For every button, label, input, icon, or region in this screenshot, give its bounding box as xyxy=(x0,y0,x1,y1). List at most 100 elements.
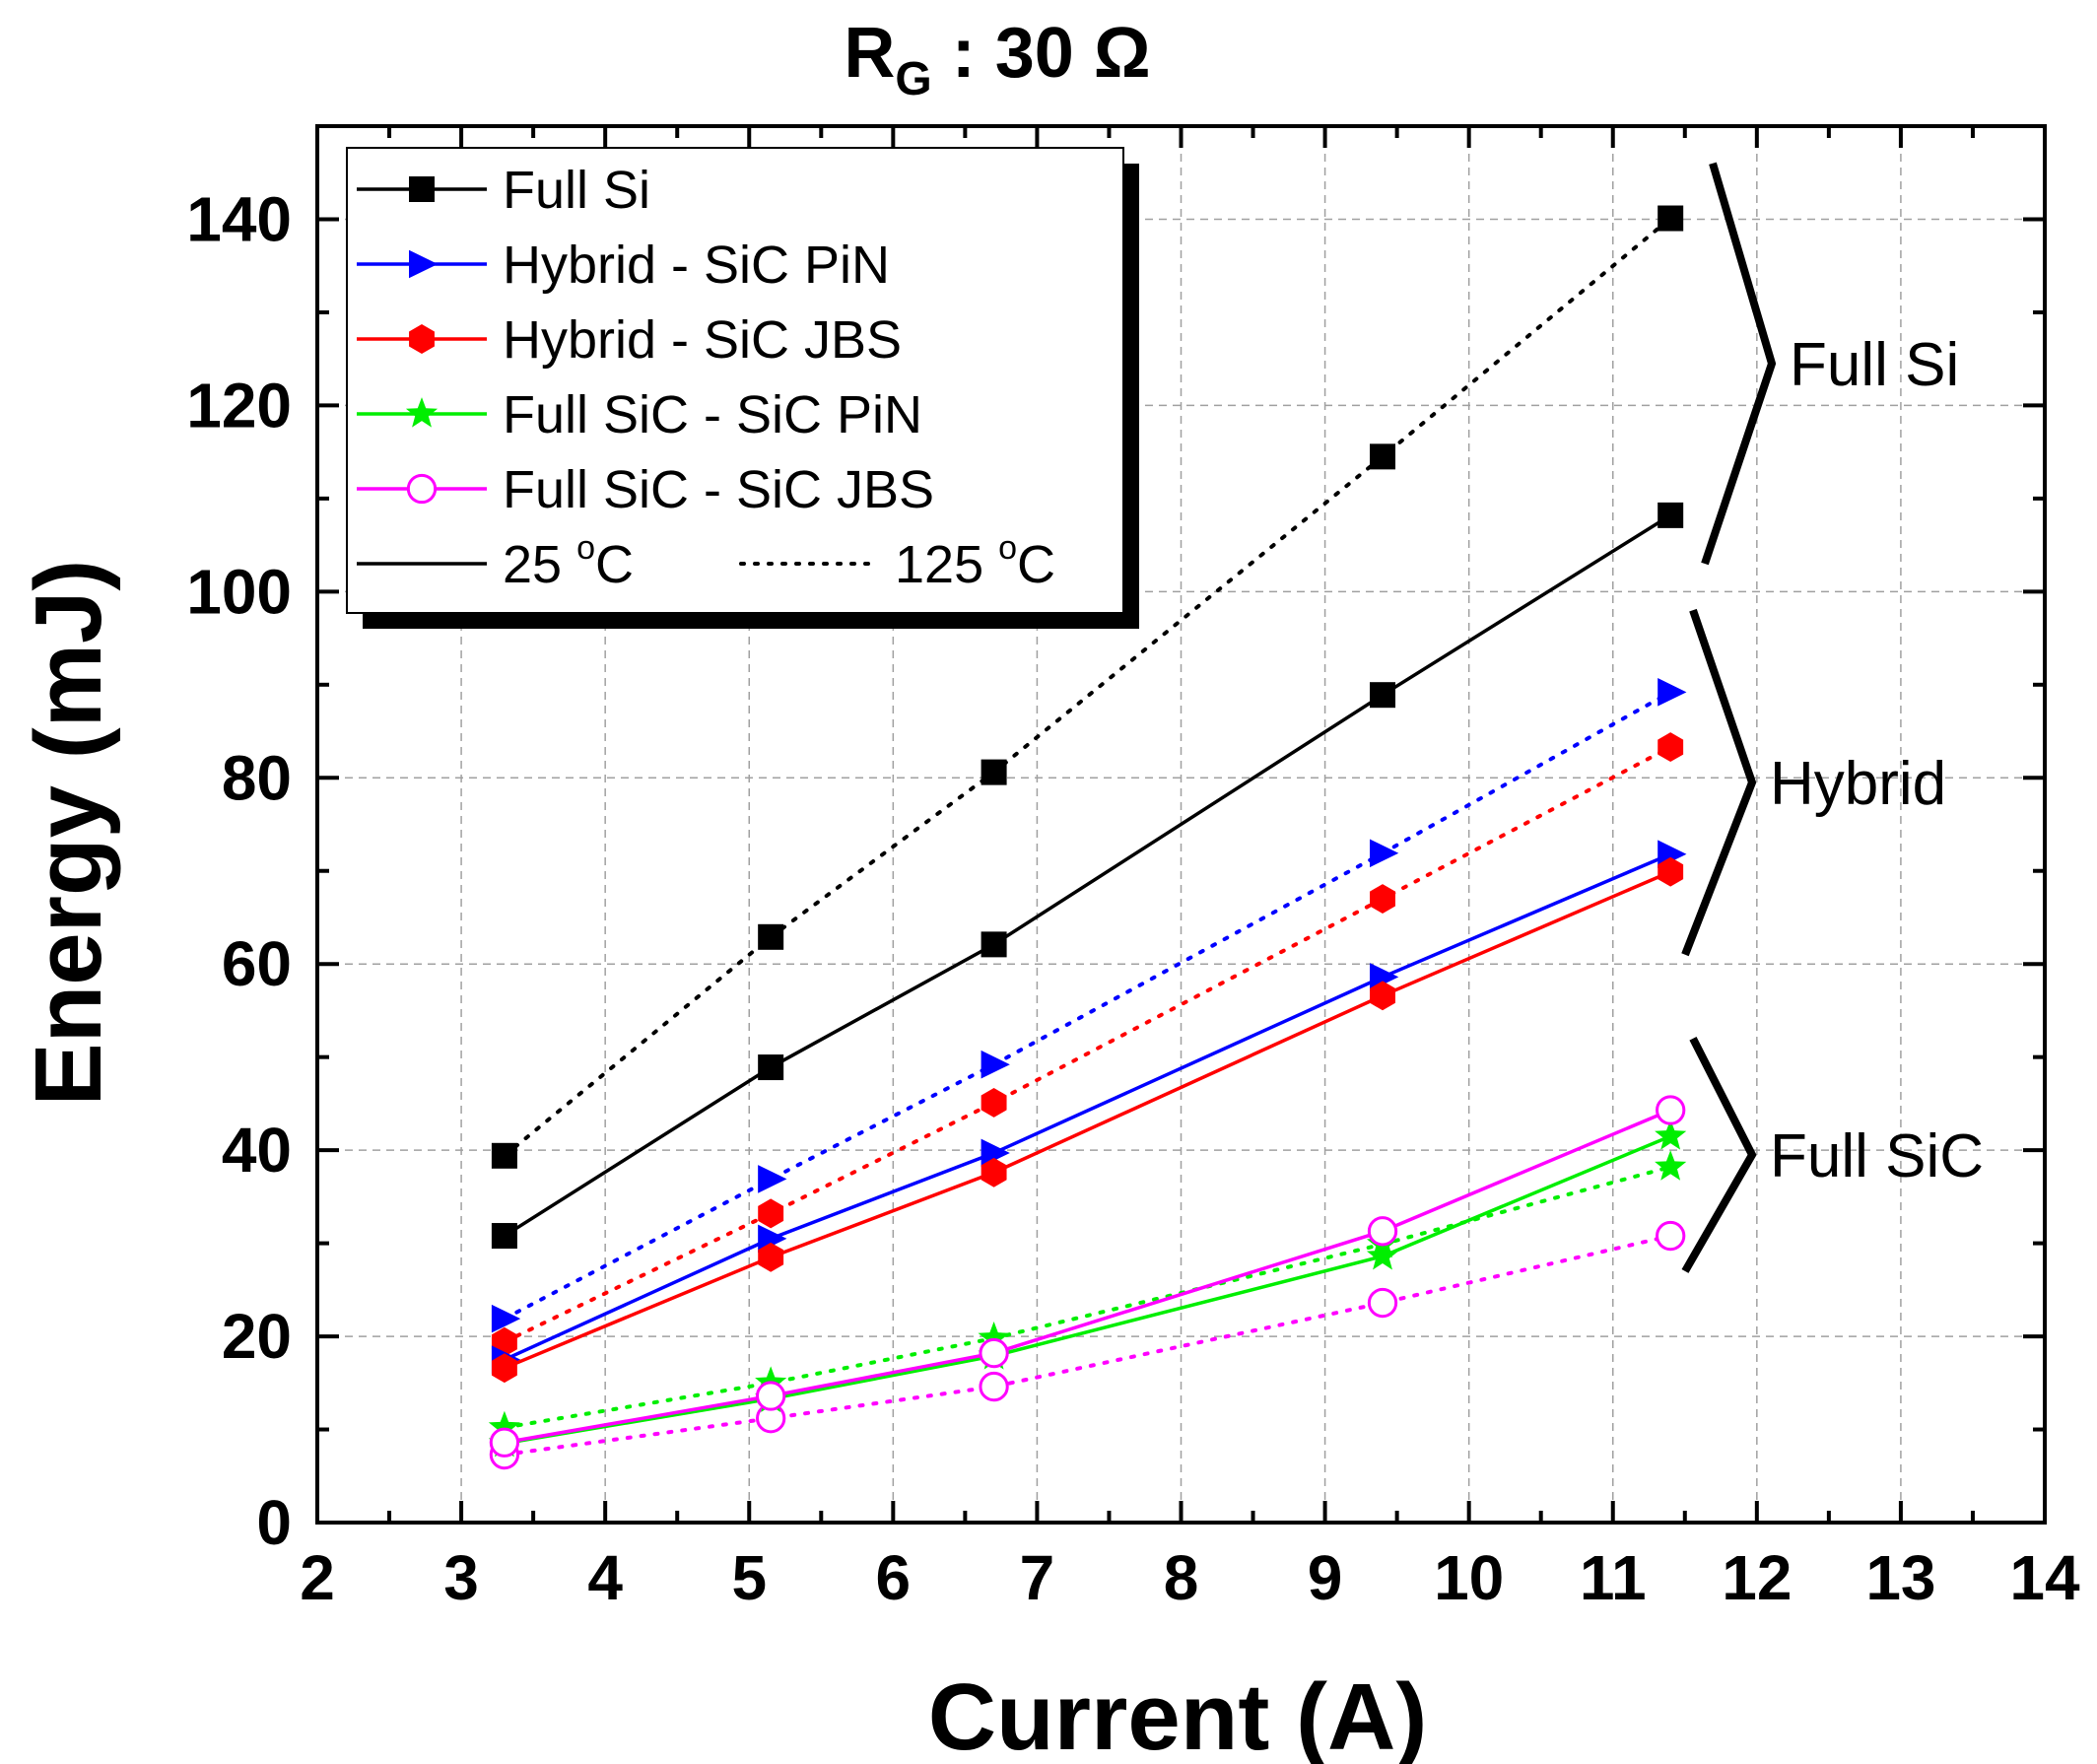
x-tick-label: 7 xyxy=(1020,1542,1055,1613)
data-point-full-si-125c xyxy=(491,1142,517,1169)
data-point-hybrid-sic-jbs-125c xyxy=(1370,884,1395,915)
x-tick-label: 11 xyxy=(1580,1542,1647,1613)
y-axis-label: Energy (mJ) xyxy=(16,560,121,1107)
series-line-hybrid-sic-jbs-25c xyxy=(504,870,1671,1370)
data-point-hybrid-sic-jbs-25c xyxy=(491,1353,517,1384)
series-line-full-sic-sic-pin-125c xyxy=(502,1165,1673,1430)
title-main: R xyxy=(844,14,895,93)
legend-label: Hybrid - SiC JBS xyxy=(503,310,902,370)
data-point-full-sic-sic-jbs-125c xyxy=(979,1371,1009,1402)
title-subscript: G xyxy=(895,53,931,105)
data-point-hybrid-sic-pin-25c xyxy=(981,1138,1010,1168)
data-point-hybrid-sic-pin-25c xyxy=(758,1224,787,1254)
x-tick-label: 12 xyxy=(1722,1542,1792,1613)
data-point-full-si-125c xyxy=(1370,443,1396,470)
data-point-full-sic-sic-jbs-25c xyxy=(489,1427,520,1458)
data-point-full-si-125c xyxy=(1657,205,1684,232)
data-point-full-si-125c xyxy=(981,759,1007,785)
data-point-full-sic-sic-pin-125c xyxy=(978,1322,1010,1352)
data-point-full-sic-sic-pin-25c xyxy=(1366,1239,1399,1270)
legend-label: Hybrid - SiC PiN xyxy=(503,236,890,295)
data-point-hybrid-sic-jbs-25c xyxy=(1370,981,1395,1011)
bracket-full-sic xyxy=(1681,1036,1757,1273)
series-full-si-125c xyxy=(491,205,1684,1169)
data-point-full-sic-sic-jbs-125c xyxy=(1367,1287,1398,1319)
y-tick-label: 40 xyxy=(222,1115,292,1186)
data-point-hybrid-sic-jbs-25c xyxy=(981,1157,1007,1187)
x-tick-label: 13 xyxy=(1865,1542,1935,1613)
data-point-hybrid-sic-pin-25c xyxy=(1370,963,1399,991)
legend-marker xyxy=(409,249,439,279)
annotation-hybrid: Hybrid xyxy=(1770,750,1946,818)
data-point-full-sic-sic-jbs-125c xyxy=(1656,1220,1686,1252)
x-tick-label: 4 xyxy=(587,1542,623,1613)
title-rest: : 30 Ω xyxy=(932,14,1151,93)
series-line-full-sic-sic-jbs-125c xyxy=(502,1234,1673,1458)
series-hybrid-sic-pin-25c xyxy=(491,840,1687,1374)
x-tick-label: 10 xyxy=(1434,1542,1504,1613)
data-point-full-sic-sic-jbs-25c xyxy=(756,1381,786,1411)
y-tick-label: 60 xyxy=(222,928,292,999)
y-tick-label: 80 xyxy=(222,742,292,813)
y-tick-label: 100 xyxy=(186,556,292,627)
data-point-hybrid-sic-pin-125c xyxy=(981,1050,1010,1079)
data-point-hybrid-sic-jbs-125c xyxy=(1657,732,1684,763)
x-tick-label: 8 xyxy=(1164,1542,1199,1613)
legend-marker xyxy=(409,176,435,202)
legend-label: Full Si xyxy=(503,161,650,220)
data-point-full-sic-sic-jbs-25c xyxy=(979,1337,1009,1369)
legend-label-125c: 125 oC xyxy=(895,529,1055,594)
data-point-hybrid-sic-pin-125c xyxy=(1657,678,1687,707)
x-tick-label: 9 xyxy=(1308,1542,1343,1613)
data-point-hybrid-sic-pin-125c xyxy=(491,1304,521,1333)
y-tick-label: 140 xyxy=(186,183,292,254)
series-full-sic-sic-jbs-125c xyxy=(489,1220,1686,1470)
legend-item: Full SiC - SiC PiN xyxy=(357,385,922,444)
series-hybrid-sic-jbs-25c xyxy=(491,856,1684,1384)
legend-marker xyxy=(409,324,435,354)
x-tick-label: 3 xyxy=(443,1542,479,1613)
legend-item: Hybrid - SiC JBS xyxy=(357,310,902,370)
annotations: Full Si Hybrid Full SiC xyxy=(1681,162,1984,1273)
y-tick-label: 120 xyxy=(186,370,292,441)
bracket-full-si xyxy=(1701,162,1777,566)
series-full-sic-sic-pin-125c xyxy=(488,1150,1687,1442)
legend-box xyxy=(346,147,1124,614)
series-line-hybrid-sic-pin-25c xyxy=(504,852,1671,1362)
legend: Full Si Hybrid - SiC PiN Hybrid - SiC JBS F… xyxy=(346,147,1139,629)
legend-label: Full SiC - SiC PiN xyxy=(503,385,922,444)
y-tick-label: 0 xyxy=(256,1487,292,1558)
series-full-sic-sic-jbs-25c xyxy=(489,1095,1686,1458)
series-layer xyxy=(488,205,1687,1470)
data-point-hybrid-sic-jbs-125c xyxy=(981,1088,1007,1118)
bracket-hybrid xyxy=(1681,608,1757,957)
series-hybrid-sic-jbs-125c xyxy=(491,732,1684,1357)
data-point-full-si-25c xyxy=(758,1054,784,1081)
x-tick-label: 2 xyxy=(300,1542,335,1613)
legend-marker xyxy=(405,397,439,428)
data-point-full-sic-sic-pin-25c xyxy=(1655,1119,1687,1150)
data-point-hybrid-sic-jbs-25c xyxy=(1657,856,1684,887)
data-point-hybrid-sic-pin-125c xyxy=(1370,839,1399,868)
annotation-full-si: Full Si xyxy=(1790,331,1959,399)
series-full-si-25c xyxy=(491,502,1684,1250)
data-point-full-si-125c xyxy=(758,923,784,950)
data-point-full-sic-sic-pin-125c xyxy=(1655,1150,1687,1181)
data-point-full-si-25c xyxy=(1370,682,1396,709)
plot-frame xyxy=(315,124,2047,1525)
series-line-hybrid-sic-jbs-125c xyxy=(502,745,1673,1344)
y-tick-label: 20 xyxy=(222,1301,292,1372)
data-point-full-si-25c xyxy=(1657,502,1684,528)
x-tick-label: 6 xyxy=(876,1542,912,1613)
series-full-sic-sic-pin-25c xyxy=(488,1119,1687,1458)
data-point-full-sic-sic-pin-125c xyxy=(488,1410,520,1442)
x-tick-label: 5 xyxy=(731,1542,767,1613)
legend-temperature-row: 25 oC 125 oC xyxy=(357,529,1055,594)
legend-item: Hybrid - SiC PiN xyxy=(357,236,890,295)
data-point-full-si-25c xyxy=(491,1223,517,1250)
legend-item: Full SiC - SiC JBS xyxy=(357,460,934,519)
data-point-full-sic-sic-jbs-25c xyxy=(1656,1095,1686,1125)
